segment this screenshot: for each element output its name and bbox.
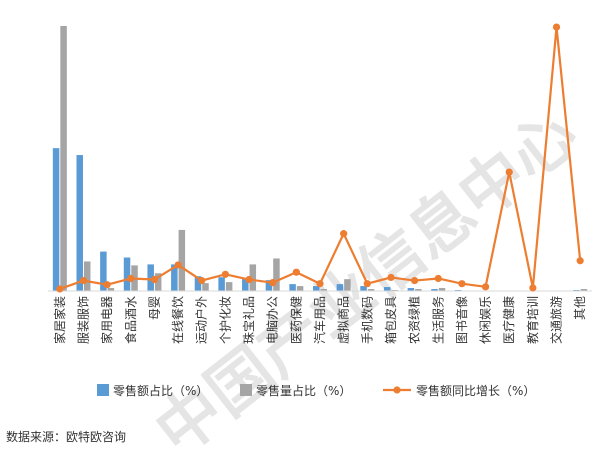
bar-share-sales	[194, 276, 202, 291]
growth-point	[411, 276, 419, 285]
growth-point	[481, 283, 490, 291]
category-label: 医药保健	[289, 296, 303, 344]
source-note: 数据来源：欧特欧咨询	[6, 430, 127, 444]
bar-share-sales	[100, 251, 107, 291]
bar-share-volume	[60, 25, 67, 291]
bar-share-sales	[431, 289, 438, 291]
legend-swatch-share-volume	[240, 384, 252, 396]
category-label: 教育培训	[525, 296, 540, 344]
growth-point	[552, 23, 561, 31]
category-label: 家居家装	[52, 296, 67, 344]
category-label: 休闲娱乐	[479, 296, 493, 344]
bar-share-volume	[320, 289, 327, 291]
category-label: 母婴	[147, 296, 161, 320]
growth-point	[198, 276, 206, 285]
bar-share-sales	[289, 284, 296, 291]
bar-share-sales	[52, 148, 60, 291]
growth-point	[434, 274, 442, 283]
category-label: 手机数码	[359, 296, 374, 344]
growth-point	[79, 276, 88, 285]
growth-point	[221, 270, 229, 278]
legend-swatch-share-sales	[97, 384, 109, 396]
growth-point	[56, 285, 64, 293]
bar-share-sales	[218, 277, 225, 291]
category-label: 服装服饰	[76, 296, 90, 344]
growth-point	[245, 275, 253, 284]
category-label: 生活服务	[430, 296, 445, 344]
bar-share-volume	[438, 288, 446, 291]
growth-point	[576, 257, 584, 265]
legend-swatch-growth-point	[393, 386, 401, 394]
bar-share-volume	[249, 264, 257, 291]
growth-point	[387, 273, 395, 282]
category-label: 食品酒水	[123, 296, 138, 344]
bar-share-volume	[296, 286, 304, 291]
bar-share-sales	[383, 287, 391, 291]
category-label: 家用电器	[99, 296, 114, 344]
bar-share-volume	[273, 258, 280, 291]
growth-point	[458, 280, 466, 288]
bar-share-volume	[367, 289, 375, 291]
growth-point	[174, 261, 182, 269]
growth-point	[292, 268, 300, 276]
bar-share-sales	[360, 286, 367, 291]
growth-point	[150, 275, 159, 284]
growth-point	[269, 279, 277, 287]
category-label: 珠宝礼品	[241, 296, 256, 344]
category-label: 在线餐饮	[170, 296, 185, 344]
bar-share-volume	[344, 279, 351, 291]
category-label: 农资绿植	[407, 296, 422, 344]
growth-point	[340, 230, 348, 238]
bar-share-sales	[147, 264, 154, 291]
category-labels: 家居家装 服装服饰 家用电器 食品酒水 母婴 在线餐饮 运动户外 个护化妆 珠宝礼品 电脑办公 医药…	[52, 296, 587, 344]
bar-share-volume	[83, 261, 91, 291]
category-label: 医疗健康	[501, 296, 516, 344]
bar-share-volume	[107, 288, 115, 291]
category-label: 虚拟商品	[336, 296, 351, 344]
bar-share-sales	[336, 284, 344, 291]
bar-share-sales	[171, 264, 178, 291]
growth-point	[103, 281, 111, 289]
legend-label-share-sales: 零售额占比（%）	[113, 383, 208, 398]
category-label: 电脑办公	[265, 296, 280, 344]
bar-share-sales	[265, 280, 273, 291]
category-label: 运动户外	[194, 296, 209, 344]
bar-share-volume	[154, 273, 162, 291]
bar-share-sales	[123, 257, 131, 291]
category-label: 箱包皮具	[383, 296, 398, 344]
bar-share-volume	[225, 282, 233, 291]
growth-line	[56, 23, 584, 293]
bar-share-sales	[76, 155, 83, 291]
bar-share-sales	[242, 278, 249, 291]
category-label: 交通旅游	[549, 296, 564, 344]
category-label: 个护化妆	[218, 296, 232, 344]
growth-point	[363, 280, 371, 288]
bar-share-volume	[415, 289, 422, 291]
bar-share-volume	[178, 229, 186, 291]
bar-share-volume	[580, 289, 588, 291]
category-label: 图书音像	[454, 296, 469, 344]
growth-point	[316, 280, 324, 288]
growth-point	[505, 168, 513, 176]
category-label: 其他	[573, 296, 587, 320]
bar-share-sales	[407, 288, 415, 291]
growth-point	[127, 274, 135, 283]
legend-label-growth: 零售额同比增长（%）	[416, 383, 535, 398]
growth-point	[529, 284, 537, 292]
legend-label-share-volume: 零售量占比（%）	[256, 383, 351, 398]
bar-share-sales	[313, 286, 320, 291]
bar-share-volume	[202, 283, 209, 291]
category-label: 汽车用品	[312, 296, 327, 344]
legend: 零售额占比（%） 零售量占比（%） 零售额同比增长（%）	[97, 383, 535, 398]
